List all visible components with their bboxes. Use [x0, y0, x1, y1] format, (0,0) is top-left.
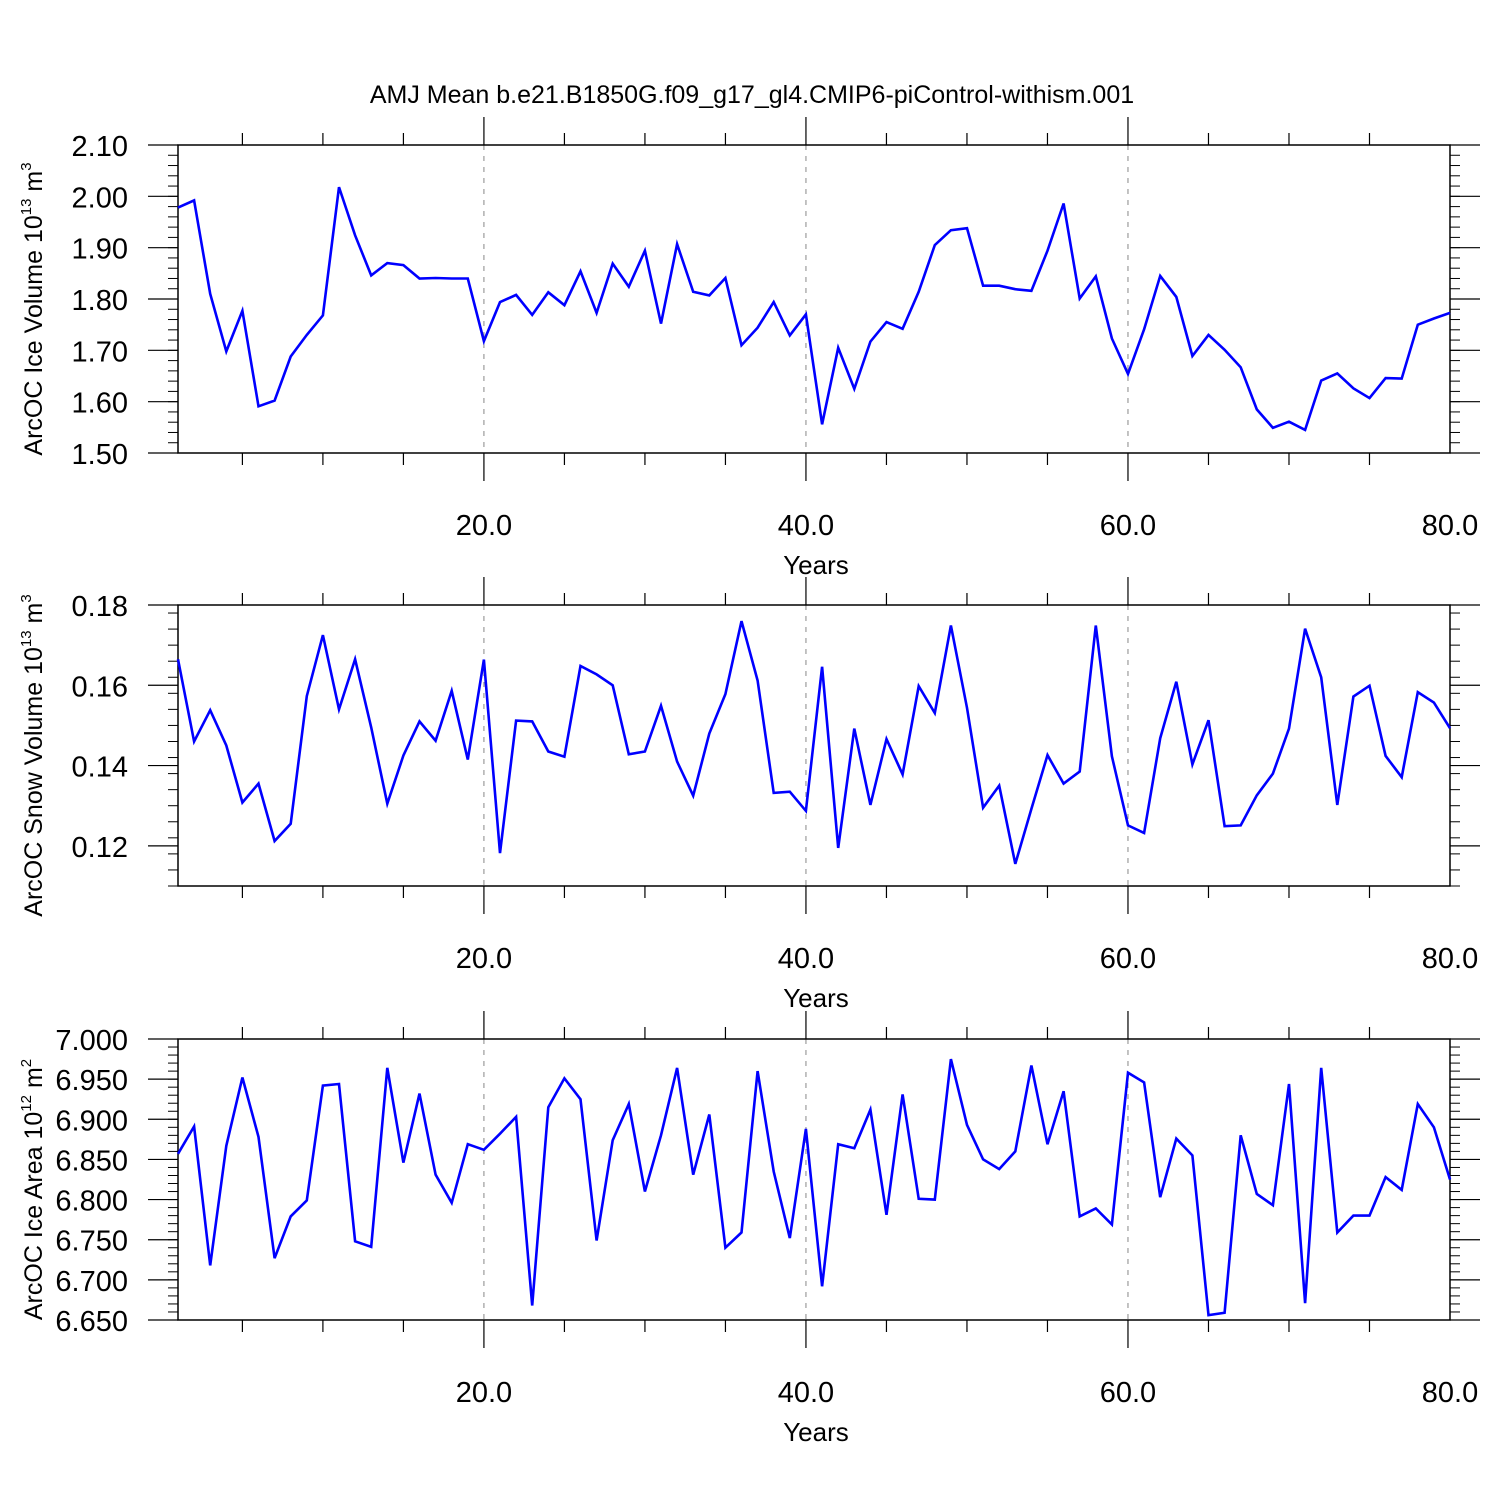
y-tick-label: 7.000 [55, 1025, 128, 1057]
y-tick-label: 1.70 [72, 336, 128, 368]
y-tick-label: 6.650 [55, 1306, 128, 1338]
x-tick-label: 80.0 [1422, 943, 1478, 975]
y-tick-label: 0.16 [72, 671, 128, 703]
y-axis-label: ArcOC Ice Volume 1013 m3 [18, 162, 48, 455]
y-tick-label: 6.850 [55, 1145, 128, 1177]
panel-ice-area: 6.650 6.700 6.750 6.800 6.850 6.900 6.950 7.000… [18, 1011, 1480, 1447]
x-tick-label: 40.0 [778, 1377, 834, 1409]
plot-frame [177, 144, 1451, 454]
x-tick-label: 80.0 [1422, 1377, 1478, 1409]
y-tick-label: 6.950 [55, 1065, 128, 1097]
series-line [177, 186, 1451, 432]
series-line [176, 1058, 1452, 1317]
x-tick-label: 60.0 [1100, 1377, 1156, 1409]
x-axis-label: Years [783, 1417, 849, 1447]
y-tick-label: 0.18 [72, 591, 128, 623]
series-line [176, 620, 1452, 865]
y-tick-label: 2.10 [72, 131, 128, 163]
y-tick-label: 0.14 [72, 752, 128, 784]
chart-title: AMJ Mean b.e21.B1850G.f09_g17_gl4.CMIP6-… [370, 81, 1134, 109]
x-tick-label: 60.0 [1100, 510, 1156, 542]
y-tick-label: 1.60 [72, 388, 128, 420]
y-axis-label: ArcOC Ice Area 1012 m2 [18, 1059, 48, 1320]
y-tick-label: 0.12 [72, 832, 128, 864]
panel-snow-volume: 0.12 0.14 0.16 0.18 20.0 40.0 60.0 80.0 Years Arc… [18, 577, 1480, 1013]
y-axis-label: ArcOC Snow Volume 1013 m3 [18, 594, 48, 916]
y-tick-label: 1.50 [72, 439, 128, 471]
x-tick-label: 20.0 [456, 510, 512, 542]
y-tick-label: 6.900 [55, 1105, 128, 1137]
y-tick-label: 6.800 [55, 1186, 128, 1218]
x-tick-label: 60.0 [1100, 943, 1156, 975]
y-tick-label: 1.90 [72, 234, 128, 266]
y-tick-label: 6.700 [55, 1266, 128, 1298]
x-tick-label: 20.0 [456, 1377, 512, 1409]
panel-ice-volume: 1.50 1.60 1.70 1.80 1.90 2.00 2.10 20.0 40.0 60.0… [18, 117, 1480, 580]
plot-frame [177, 1038, 1451, 1321]
y-tick-label: 2.00 [72, 182, 128, 214]
x-axis-label: Years [783, 550, 849, 580]
x-tick-label: 80.0 [1422, 510, 1478, 542]
x-tick-label: 40.0 [778, 510, 834, 542]
plot-frame [177, 604, 1451, 887]
y-tick-label: 6.750 [55, 1226, 128, 1258]
x-tick-label: 20.0 [456, 943, 512, 975]
x-axis-label: Years [783, 983, 849, 1013]
y-tick-label: 1.80 [72, 285, 128, 317]
x-tick-label: 40.0 [778, 943, 834, 975]
